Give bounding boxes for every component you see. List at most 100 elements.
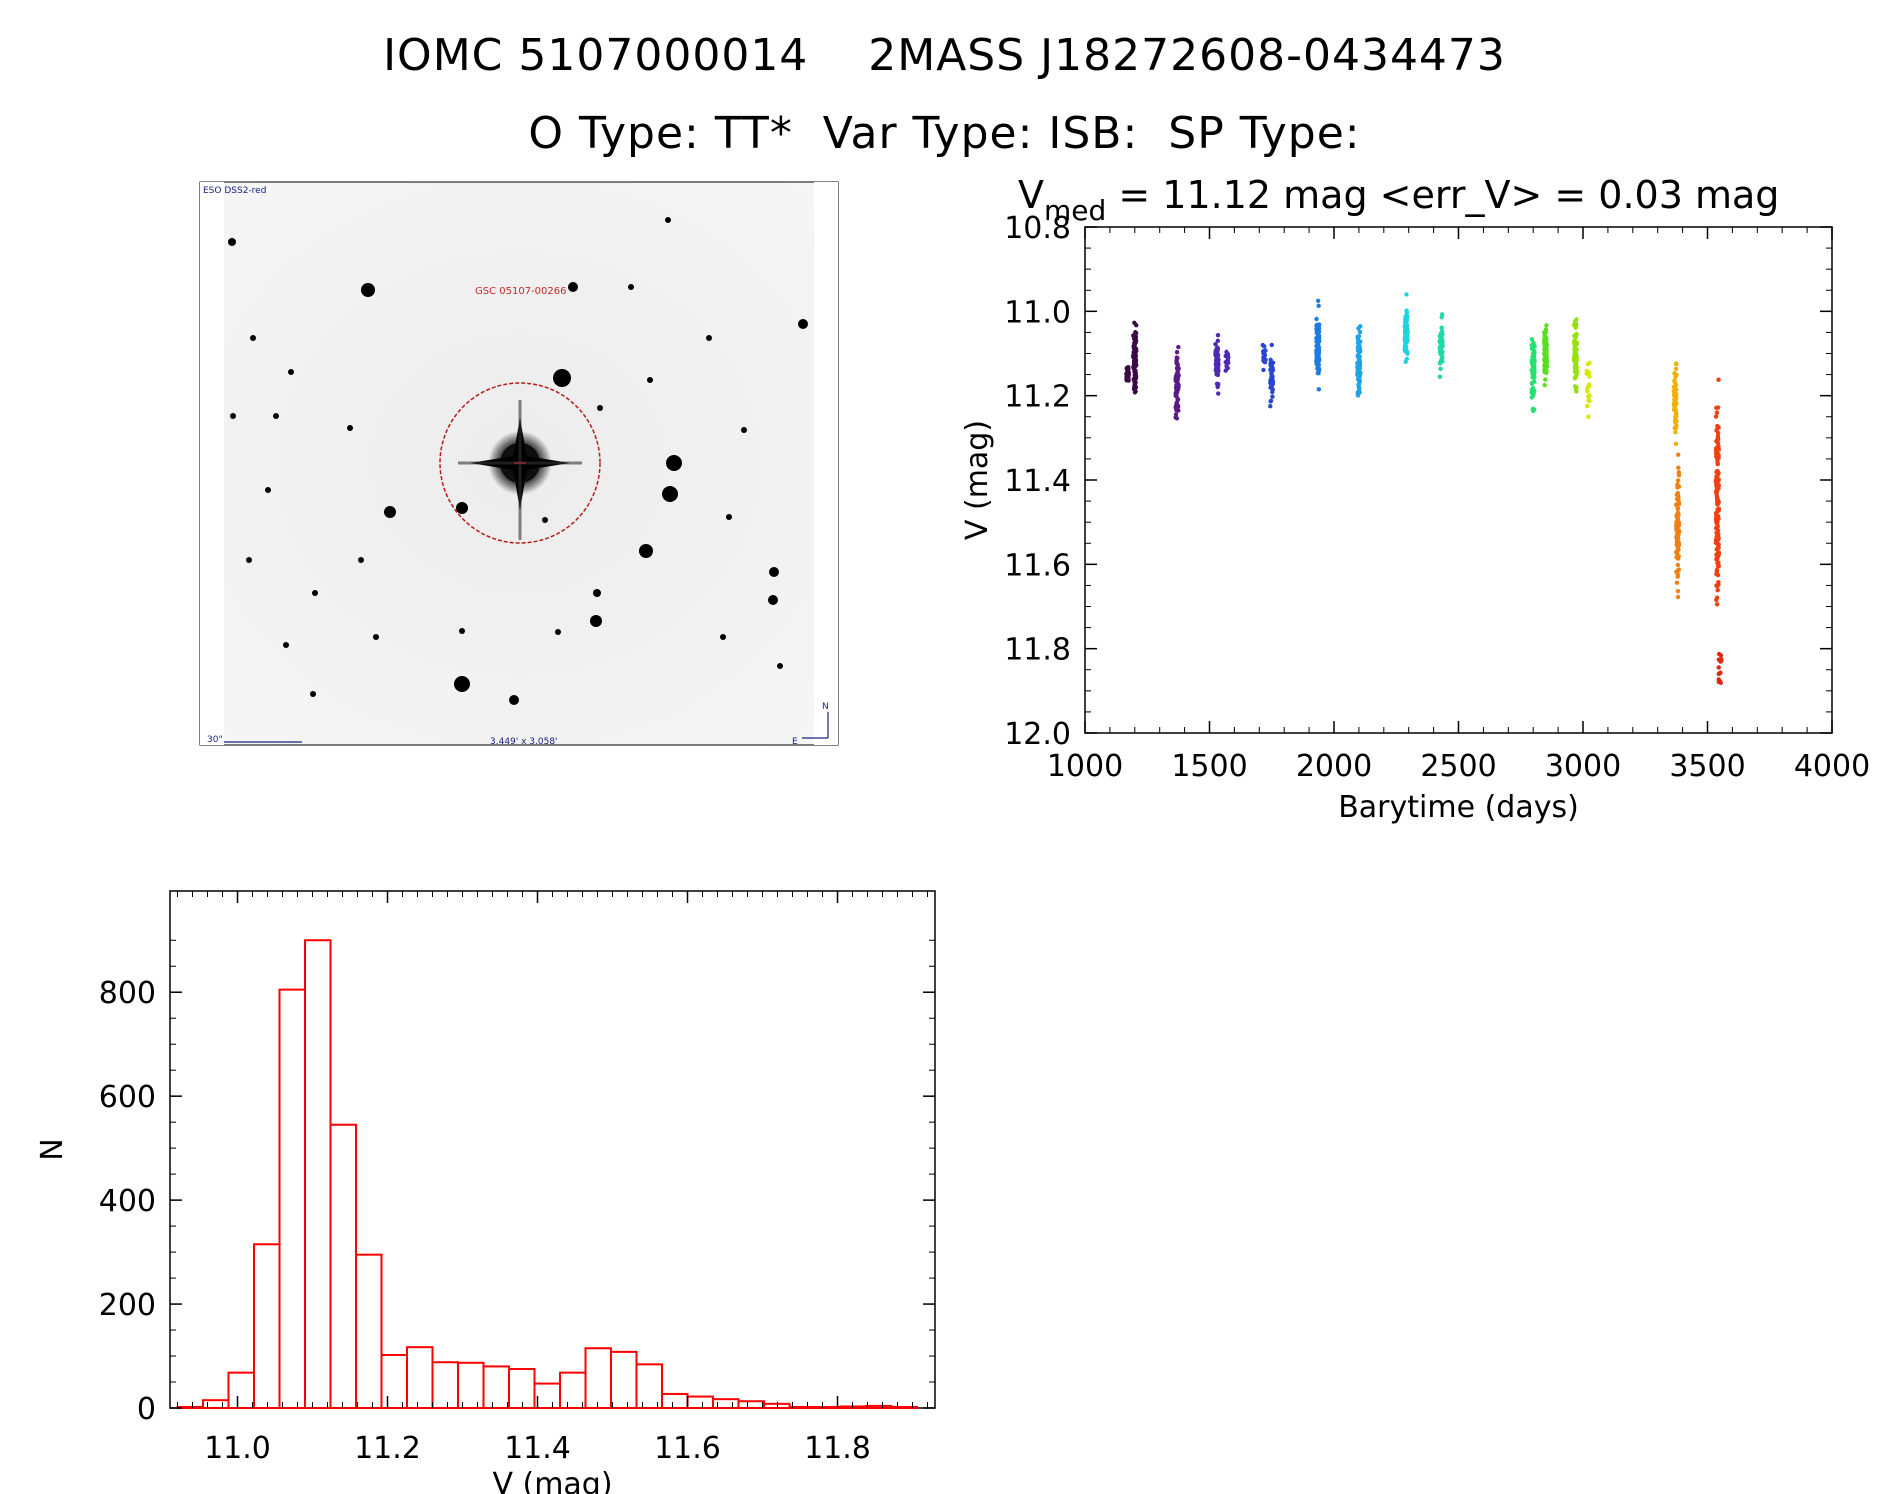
lc-data-point: [1216, 391, 1221, 396]
lc-data-point: [1262, 353, 1267, 358]
lc-data-point: [1529, 381, 1535, 387]
page-title: IOMC 5107000014 2MASS J18272608-0434473: [383, 30, 1506, 81]
lc-data-point: [1574, 369, 1580, 374]
lc-data-point: [1403, 359, 1408, 364]
lc-x-tick-label: 3500: [1669, 749, 1745, 784]
lc-data-point: [1270, 379, 1276, 384]
lc-data-point: [1673, 441, 1679, 447]
lc-data-point: [1316, 368, 1322, 373]
lc-data-point: [1356, 334, 1361, 339]
lc-data-point: [1716, 447, 1722, 452]
lc-data-point: [1673, 429, 1678, 435]
lc-data-point: [1132, 390, 1138, 395]
lc-data-point: [1676, 465, 1681, 470]
lc-data-point: [1124, 366, 1130, 372]
lc-data-point: [1674, 580, 1680, 585]
lc-data-point: [1357, 343, 1362, 348]
lc-data-point: [1673, 425, 1679, 431]
lc-data-point: [1530, 344, 1535, 349]
lc-data-point: [1215, 332, 1221, 338]
lc-data-point: [1543, 377, 1548, 382]
lc-data-point: [1584, 371, 1589, 376]
lc-data-point: [1131, 386, 1137, 392]
lc-data-point: [1714, 405, 1719, 411]
lc-data-point: [1173, 412, 1179, 417]
lc-data-point: [1715, 535, 1720, 540]
lc-data-point: [1573, 358, 1578, 363]
lc-data-point: [1357, 329, 1363, 335]
lc-data-point: [1676, 494, 1681, 499]
lc-y-tick-label: 11.4: [1004, 464, 1071, 499]
lc-data-point: [1541, 340, 1547, 345]
lc-data-point: [1404, 308, 1409, 313]
hist-x-tick-label: 11.2: [354, 1431, 421, 1466]
lc-data-point: [1404, 292, 1409, 297]
lc-data-point: [1133, 380, 1138, 385]
lc-data-point: [1714, 490, 1719, 495]
lc-x-tick-label: 4000: [1794, 749, 1870, 784]
lc-data-point: [1315, 364, 1320, 369]
lc-data-point: [1213, 349, 1219, 354]
histogram-bar: [227, 1371, 255, 1409]
lc-data-point: [1675, 562, 1681, 568]
lc-data-point: [1715, 456, 1720, 461]
light-curve-title: Vmed = 11.12 mag <err_V> = 0.03 mag: [1018, 173, 1779, 227]
lc-data-point: [1716, 542, 1721, 547]
lc-data-point: [1675, 506, 1680, 511]
histogram-bar: [584, 1347, 612, 1409]
lc-data-point: [1215, 372, 1221, 378]
lc-data-point: [1715, 497, 1720, 503]
lc-data-point: [1572, 341, 1577, 346]
lc-data-point: [1268, 357, 1273, 363]
lc-data-point: [1213, 341, 1218, 347]
lc-data-point: [1587, 383, 1592, 389]
lc-data-point: [1316, 387, 1322, 392]
lc-data-point: [1315, 298, 1321, 303]
histogram-bar: [278, 988, 306, 1410]
histogram-bar: [559, 1371, 587, 1409]
lc-data-point: [1716, 545, 1721, 551]
lc-data-point: [1214, 381, 1220, 387]
lc-data-point: [1355, 354, 1360, 359]
lc-y-tick-label: 11.2: [1004, 380, 1071, 415]
lc-data-point: [1543, 364, 1548, 370]
lc-y-tick-label: 12.0: [1004, 717, 1071, 752]
histogram-y-label: N: [35, 1138, 70, 1160]
lc-data-point: [1713, 414, 1719, 419]
lc-data-point: [1673, 407, 1679, 413]
lc-data-point: [1716, 425, 1721, 430]
histogram-bar: [610, 1350, 638, 1409]
lc-data-point: [1405, 314, 1410, 319]
lc-data-point: [1715, 518, 1720, 524]
lc-x-tick-label: 1000: [1047, 749, 1123, 784]
histogram-bar: [431, 1361, 459, 1409]
lc-data-point: [1574, 321, 1579, 327]
lc-data-point: [1544, 323, 1549, 328]
hist-x-tick-label: 11.0: [204, 1431, 271, 1466]
hist-y-tick-label: 800: [99, 976, 156, 1011]
histogram-bar: [763, 1402, 791, 1410]
lc-data-point: [1215, 359, 1221, 364]
lc-data-point: [1440, 349, 1445, 354]
lc-data-point: [1174, 391, 1179, 396]
lc-data-point: [1529, 395, 1535, 400]
object-types-line: O Type: TT* Var Type: ISB: SP Type:: [528, 108, 1361, 159]
lc-data-point: [1133, 330, 1138, 335]
lc-data-point: [1674, 539, 1680, 544]
lc-data-point: [1215, 353, 1221, 358]
lc-data-point: [1572, 333, 1577, 339]
lc-data-point: [1714, 486, 1720, 492]
histogram-bar: [202, 1399, 230, 1410]
light-curve-title-prefix: V: [1018, 173, 1044, 217]
lc-data-point: [1531, 408, 1536, 414]
histogram-ticks: 11.0 11.2 11.4 11.6 11.8 0 200 400 600 800: [99, 891, 935, 1466]
lc-data-point: [1542, 360, 1548, 365]
lc-data-point: [1268, 398, 1274, 403]
lc-data-point: [1716, 579, 1721, 585]
lc-data-point: [1403, 349, 1408, 354]
lc-data-point: [1675, 490, 1681, 496]
lc-data-point: [1314, 331, 1320, 336]
lc-data-point: [1573, 351, 1579, 356]
lc-data-point: [1261, 367, 1266, 373]
lc-data-point: [1175, 355, 1180, 361]
